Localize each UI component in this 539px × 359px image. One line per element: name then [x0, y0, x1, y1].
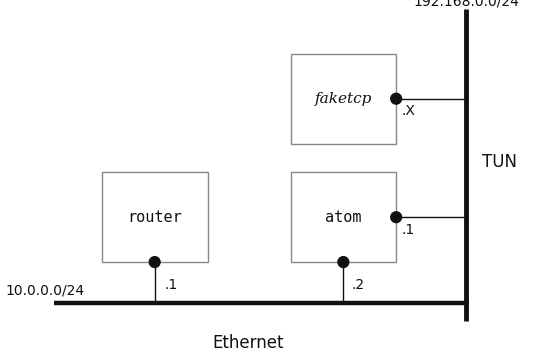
Text: 10.0.0.0/24: 10.0.0.0/24	[5, 284, 85, 298]
Text: 192.168.0.0/24: 192.168.0.0/24	[413, 0, 519, 9]
Text: TUN: TUN	[482, 153, 517, 171]
Text: atom: atom	[326, 210, 362, 225]
Text: .2: .2	[351, 279, 364, 292]
Text: Ethernet: Ethernet	[212, 334, 284, 352]
Ellipse shape	[338, 257, 349, 267]
FancyBboxPatch shape	[102, 172, 208, 262]
FancyBboxPatch shape	[291, 172, 396, 262]
Ellipse shape	[391, 93, 402, 104]
Ellipse shape	[391, 212, 402, 223]
FancyBboxPatch shape	[291, 54, 396, 144]
Text: .1: .1	[402, 223, 415, 237]
Ellipse shape	[149, 257, 160, 267]
Text: .X: .X	[402, 104, 416, 118]
Text: .1: .1	[164, 279, 178, 292]
Text: router: router	[128, 210, 182, 225]
Text: faketcp: faketcp	[315, 92, 372, 106]
